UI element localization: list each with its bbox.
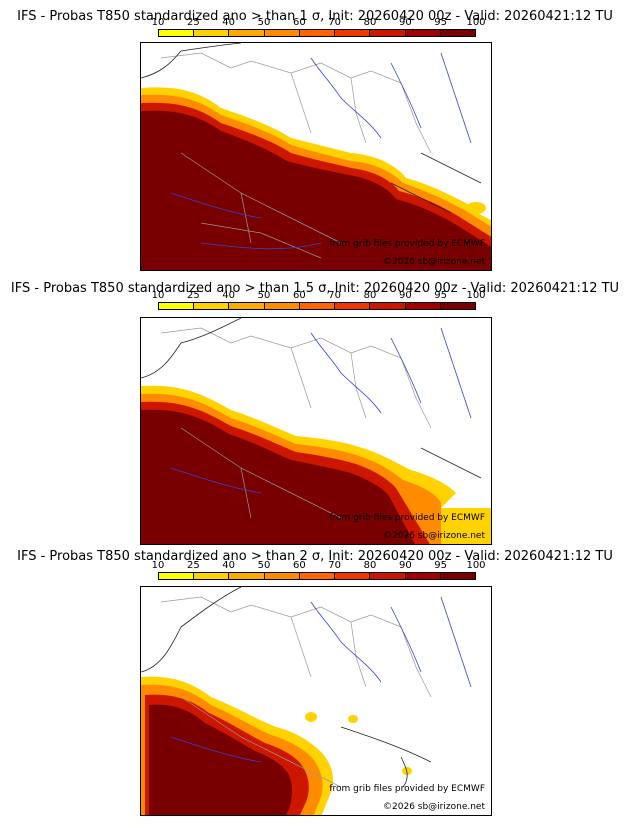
colorbar-tick-label: 90 xyxy=(398,560,412,571)
colorbar-segment xyxy=(159,30,195,36)
colorbar-tick-label: 10 xyxy=(151,560,165,571)
prob-blob xyxy=(348,715,358,723)
colorbar-tick-label: 95 xyxy=(434,17,448,28)
prob-blob xyxy=(466,202,486,214)
colorbar xyxy=(158,29,476,37)
colorbar-tick-label: 70 xyxy=(328,290,342,301)
colorbar-tick-label: 90 xyxy=(398,290,412,301)
colorbar-tick-label: 90 xyxy=(398,17,412,28)
prob-blob xyxy=(305,712,317,722)
colorbar-tick-label: 40 xyxy=(222,290,236,301)
colorbar-segment xyxy=(194,573,230,579)
colorbar-segment xyxy=(229,573,265,579)
coastline xyxy=(141,318,482,479)
rivers xyxy=(170,327,472,494)
colorbar xyxy=(158,302,476,310)
probability-map: from grib files provided by ECMWF ©2026 … xyxy=(140,42,492,271)
colorbar-tick-label: 50 xyxy=(257,17,271,28)
rivers xyxy=(170,596,472,763)
colorbar-tick-label: 25 xyxy=(186,290,200,301)
colorbar-segment xyxy=(440,30,475,36)
colorbar-segment xyxy=(335,303,371,309)
map-graphic xyxy=(141,318,491,544)
prob-band-95 xyxy=(149,704,292,815)
copyright-credit: ©2026 sb@irizone.net xyxy=(383,531,485,541)
colorbar-segment xyxy=(159,303,195,309)
panel-title: IFS - Probas T850 standardized ano > tha… xyxy=(17,549,613,564)
prob-band-95 xyxy=(141,110,491,270)
colorbar-segment xyxy=(335,573,371,579)
map-graphic xyxy=(141,43,491,270)
panel-2sigma: IFS - Probas T850 standardized ano > tha… xyxy=(0,540,630,816)
colorbar-segment xyxy=(264,573,300,579)
colorbar-segment xyxy=(229,303,265,309)
colorbar-segment xyxy=(440,303,475,309)
rivers xyxy=(170,52,472,250)
copyright-credit: ©2026 sb@irizone.net xyxy=(383,257,485,267)
colorbar-tick-label: 95 xyxy=(434,560,448,571)
panel-1p5sigma: IFS - Probas T850 standardized ano > tha… xyxy=(0,270,630,545)
country-borders xyxy=(160,327,432,519)
prob-band-95 xyxy=(141,409,415,544)
source-credit: from grib files provided by ECMWF xyxy=(329,513,485,523)
colorbar-ticks: 10 25 40 50 60 70 80 90 95 100 xyxy=(152,560,486,571)
colorbar-tick-label: 95 xyxy=(434,290,448,301)
colorbar-segment xyxy=(405,303,441,309)
colorbar-tick-label: 40 xyxy=(222,560,236,571)
colorbar-segment xyxy=(194,30,230,36)
colorbar-tick-label: 100 xyxy=(466,560,486,571)
source-credit: from grib files provided by ECMWF xyxy=(329,784,485,794)
colorbar-segment xyxy=(370,303,406,309)
panel-title: IFS - Probas T850 standardized ano > tha… xyxy=(10,281,620,296)
panel-title: IFS - Probas T850 standardized ano > tha… xyxy=(17,9,613,24)
colorbar-segment xyxy=(299,573,336,579)
panel-1sigma: IFS - Probas T850 standardized ano > tha… xyxy=(0,0,630,271)
colorbar-tick-label: 80 xyxy=(363,290,377,301)
colorbar-tick-label: 10 xyxy=(151,290,165,301)
colorbar-tick-label: 40 xyxy=(222,17,236,28)
colorbar-segment xyxy=(405,30,441,36)
colorbar-segment xyxy=(440,573,475,579)
colorbar-segment xyxy=(299,30,336,36)
colorbar-ticks: 10 25 40 50 60 70 80 90 95 100 xyxy=(152,17,486,28)
colorbar-tick-label: 60 xyxy=(292,17,306,28)
colorbar-tick-label: 100 xyxy=(466,17,486,28)
colorbar-segment xyxy=(370,30,406,36)
colorbar-tick-label: 80 xyxy=(363,560,377,571)
colorbar-segment xyxy=(405,573,441,579)
colorbar-tick-label: 80 xyxy=(363,17,377,28)
colorbar-tick-label: 70 xyxy=(328,560,342,571)
coastline xyxy=(141,587,432,788)
country-borders xyxy=(160,52,432,259)
probability-map: from grib files provided by ECMWF ©2026 … xyxy=(140,317,492,545)
colorbar-tick-label: 50 xyxy=(257,560,271,571)
colorbar-segment xyxy=(229,30,265,36)
colorbar-segment xyxy=(335,30,371,36)
colorbar-tick-label: 60 xyxy=(292,290,306,301)
probability-map: from grib files provided by ECMWF ©2026 … xyxy=(140,586,492,816)
colorbar-tick-label: 25 xyxy=(186,560,200,571)
coastline xyxy=(141,43,482,214)
colorbar-tick-label: 50 xyxy=(257,290,271,301)
source-credit: from grib files provided by ECMWF xyxy=(329,239,485,249)
country-borders xyxy=(160,596,432,788)
colorbar-segment xyxy=(264,30,300,36)
colorbar-tick-label: 25 xyxy=(186,17,200,28)
copyright-credit: ©2026 sb@irizone.net xyxy=(383,802,485,812)
colorbar-segment xyxy=(194,303,230,309)
colorbar-segment xyxy=(370,573,406,579)
colorbar xyxy=(158,572,476,580)
colorbar-tick-label: 10 xyxy=(151,17,165,28)
colorbar-tick-label: 60 xyxy=(292,560,306,571)
colorbar-segment xyxy=(299,303,336,309)
colorbar-tick-label: 100 xyxy=(466,290,486,301)
colorbar-tick-label: 70 xyxy=(328,17,342,28)
colorbar-segment xyxy=(264,303,300,309)
colorbar-segment xyxy=(159,573,195,579)
colorbar-ticks: 10 25 40 50 60 70 80 90 95 100 xyxy=(152,290,486,301)
map-graphic xyxy=(141,587,472,815)
